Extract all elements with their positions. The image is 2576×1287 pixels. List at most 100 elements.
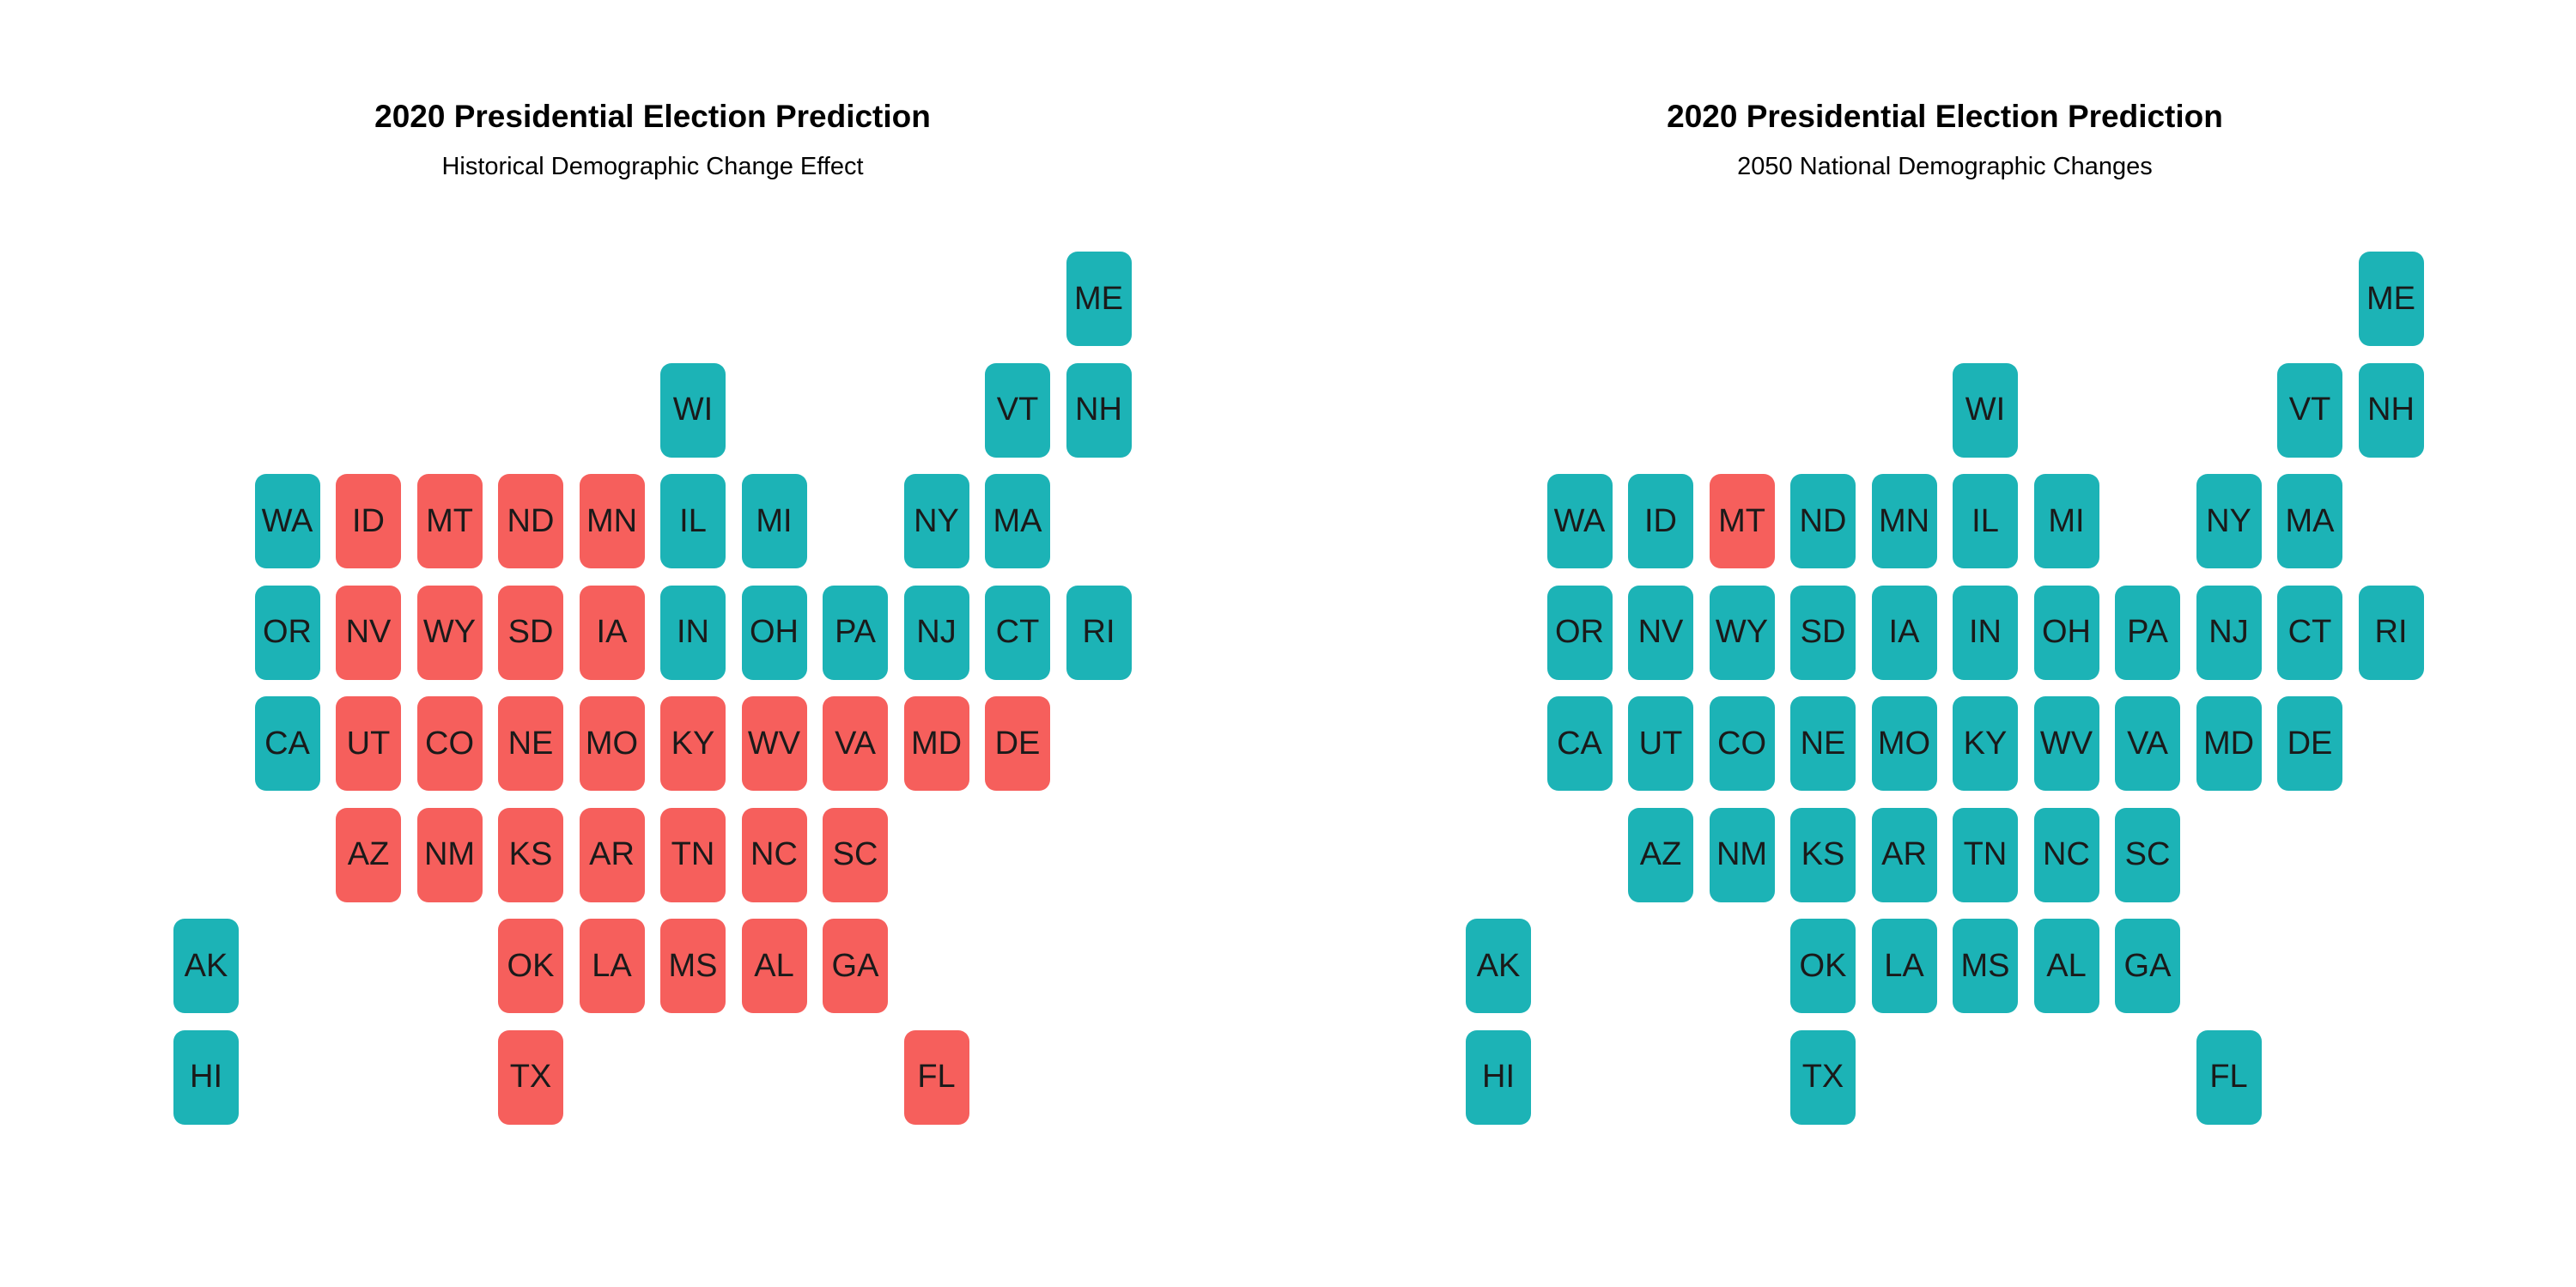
state-tile-id: ID — [1628, 474, 1693, 568]
state-tile-in: IN — [1953, 585, 2018, 680]
state-tile-nd: ND — [498, 474, 563, 568]
state-tile-ok: OK — [498, 919, 563, 1013]
state-tile-mt: MT — [416, 474, 483, 568]
state-tile-me: ME — [1066, 252, 1132, 346]
state-tile-mo: MO — [1871, 696, 1937, 791]
state-tile-ne: NE — [1790, 696, 1856, 791]
state-tile-ct: CT — [985, 585, 1050, 680]
state-tile-ks: KS — [498, 807, 563, 902]
state-tile-ak: AK — [173, 919, 239, 1013]
state-tile-ca: CA — [254, 696, 320, 791]
state-tile-hi: HI — [1466, 1029, 1531, 1125]
state-tile-mn: MN — [579, 474, 645, 568]
state-tile-ma: MA — [985, 474, 1050, 568]
state-tile-nm: NM — [1709, 807, 1775, 902]
state-tile-mn: MN — [1871, 474, 1937, 568]
state-tile-de: DE — [985, 696, 1050, 791]
state-tile-ut: UT — [336, 696, 401, 791]
state-tile-wy: WY — [416, 585, 483, 680]
state-tile-wv: WV — [2033, 696, 2099, 791]
state-tile-ar: AR — [1871, 807, 1937, 902]
state-tile-ma: MA — [2277, 474, 2342, 568]
state-tile-id: ID — [336, 474, 401, 568]
state-tile-fl: FL — [2196, 1029, 2262, 1125]
chart-subtitle: Historical Demographic Change Effect — [441, 153, 864, 180]
state-tile-sc: SC — [2115, 807, 2180, 902]
state-tile-ri: RI — [1066, 585, 1132, 680]
state-tile-al: AL — [2033, 919, 2099, 1013]
state-tile-nc: NC — [2033, 807, 2099, 902]
state-tile-wa: WA — [1546, 474, 1613, 568]
state-tile-wi: WI — [1953, 362, 2018, 458]
state-tile-oh: OH — [741, 585, 807, 680]
state-tile-ak: AK — [1466, 919, 1531, 1013]
state-tile-nj: NJ — [2196, 585, 2262, 680]
state-tile-pa: PA — [823, 585, 888, 680]
state-tile-sc: SC — [823, 807, 888, 902]
state-tile-co: CO — [416, 696, 483, 791]
state-tile-az: AZ — [1628, 807, 1693, 902]
prediction-map-historical: 2020 Presidential Election Prediction Hi… — [9, 0, 1297, 1287]
state-tile-sd: SD — [1790, 585, 1856, 680]
chart-title: 2020 Presidential Election Prediction — [1667, 99, 2223, 134]
state-tile-ct: CT — [2277, 585, 2342, 680]
state-tile-de: DE — [2277, 696, 2342, 791]
state-tile-pa: PA — [2115, 585, 2180, 680]
state-tile-ny: NY — [2196, 474, 2262, 568]
state-tile-il: IL — [660, 474, 726, 568]
state-tile-tx: TX — [498, 1029, 563, 1125]
state-tile-mi: MI — [741, 474, 807, 568]
state-tile-ri: RI — [2358, 585, 2424, 680]
state-tile-tx: TX — [1790, 1029, 1856, 1125]
state-tile-mt: MT — [1709, 474, 1775, 568]
state-tile-co: CO — [1709, 696, 1775, 791]
state-tile-nc: NC — [741, 807, 807, 902]
state-tile-va: VA — [2115, 696, 2180, 791]
state-tile-vt: VT — [985, 362, 1050, 458]
state-tile-fl: FL — [903, 1029, 969, 1125]
state-tile-nm: NM — [416, 807, 483, 902]
state-tile-az: AZ — [336, 807, 401, 902]
state-tile-wi: WI — [660, 362, 726, 458]
state-tile-nd: ND — [1790, 474, 1856, 568]
state-tile-tn: TN — [1953, 807, 2018, 902]
state-tile-me: ME — [2358, 252, 2424, 346]
state-tile-sd: SD — [498, 585, 563, 680]
state-tile-wa: WA — [254, 474, 320, 568]
state-tile-ca: CA — [1546, 696, 1613, 791]
state-tile-wv: WV — [741, 696, 807, 791]
state-tile-la: LA — [579, 919, 645, 1013]
chart-subtitle: 2050 National Demographic Changes — [1737, 153, 2153, 180]
state-tile-vt: VT — [2277, 362, 2342, 458]
state-tile-nv: NV — [336, 585, 401, 680]
state-tile-nh: NH — [2358, 362, 2424, 458]
state-tile-ok: OK — [1790, 919, 1856, 1013]
state-tile-md: MD — [2196, 696, 2262, 791]
state-tile-al: AL — [741, 919, 807, 1013]
state-tile-ga: GA — [2115, 919, 2180, 1013]
state-tile-nj: NJ — [903, 585, 969, 680]
state-tile-il: IL — [1953, 474, 2018, 568]
state-tile-la: LA — [1871, 919, 1937, 1013]
chart-title: 2020 Presidential Election Prediction — [374, 99, 931, 134]
state-tile-mi: MI — [2033, 474, 2099, 568]
state-tile-tn: TN — [660, 807, 726, 902]
state-tile-nv: NV — [1628, 585, 1693, 680]
state-tile-mo: MO — [579, 696, 645, 791]
state-tile-ky: KY — [1953, 696, 2018, 791]
state-tile-ut: UT — [1628, 696, 1693, 791]
state-tile-va: VA — [823, 696, 888, 791]
state-tile-ne: NE — [498, 696, 563, 791]
state-tile-oh: OH — [2033, 585, 2099, 680]
state-tile-ar: AR — [579, 807, 645, 902]
state-tile-or: OR — [254, 585, 320, 680]
state-tile-md: MD — [903, 696, 969, 791]
state-tile-ms: MS — [1953, 919, 2018, 1013]
state-tile-hi: HI — [173, 1029, 239, 1125]
state-tile-or: OR — [1546, 585, 1613, 680]
state-tile-ms: MS — [660, 919, 726, 1013]
state-tile-ny: NY — [903, 474, 969, 568]
state-tile-wy: WY — [1709, 585, 1775, 680]
state-tile-ia: IA — [579, 585, 645, 680]
state-tile-in: IN — [660, 585, 726, 680]
